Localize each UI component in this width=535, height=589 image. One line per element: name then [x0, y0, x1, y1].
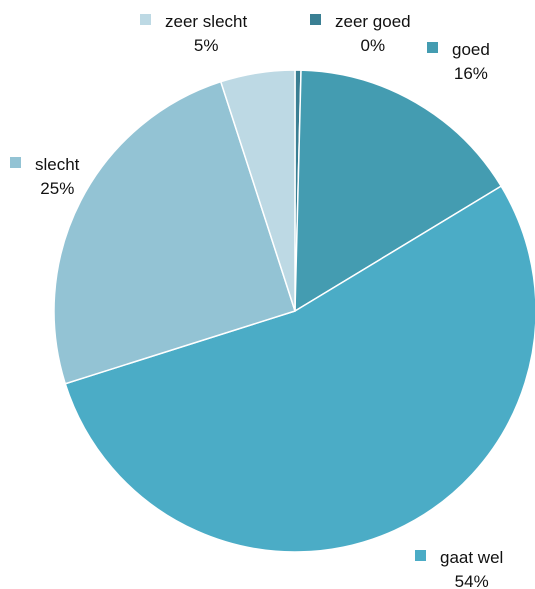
slice-percent-zeer-slecht: 5%: [194, 36, 219, 55]
data-label-zeer-goed: zeer goed 0%: [310, 12, 411, 55]
pie-slice-zeer-slecht: [219, 69, 296, 312]
pie-slice-slecht: [53, 80, 296, 385]
slice-percent-slecht: 25%: [40, 179, 74, 198]
slices-layer: [53, 69, 535, 553]
legend-swatch-zeer-slecht: [140, 14, 151, 25]
slice-name-goed: goed: [452, 40, 490, 59]
slice-name-gaat-wel: gaat wel: [440, 548, 503, 567]
legend-swatch-goed: [427, 42, 438, 53]
legend-swatch-gaat-wel: [415, 550, 426, 561]
pie-slice-gaat-wel: [64, 185, 535, 553]
data-label-zeer-slecht: zeer slecht 5%: [140, 12, 247, 55]
slice-percent-zeer-goed: 0%: [361, 36, 386, 55]
slice-percent-gaat-wel: 54%: [455, 572, 489, 589]
legend-swatch-zeer-goed: [310, 14, 321, 25]
labels-layer: zeer goed 0% goed 16% gaat wel 54% slecht 25% ze…: [10, 12, 503, 589]
slice-name-zeer-goed: zeer goed: [335, 12, 411, 31]
pie-slice-goed: [294, 69, 503, 313]
data-label-goed: goed 16%: [427, 40, 490, 83]
slice-percent-goed: 16%: [454, 64, 488, 83]
data-label-slecht: slecht 25%: [10, 155, 80, 198]
data-label-gaat-wel: gaat wel 54%: [415, 548, 503, 589]
slice-name-slecht: slecht: [35, 155, 80, 174]
legend-swatch-slecht: [10, 157, 21, 168]
slice-name-zeer-slecht: zeer slecht: [165, 12, 247, 31]
